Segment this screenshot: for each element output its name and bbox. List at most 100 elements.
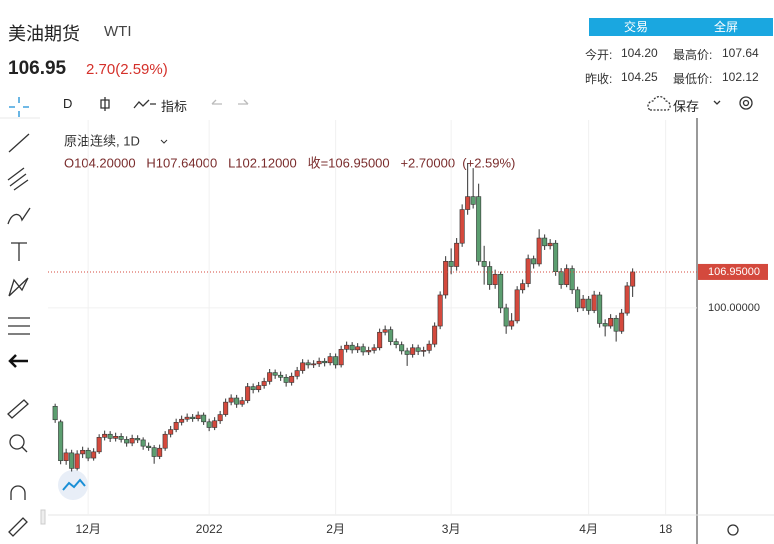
candle-body xyxy=(63,452,69,461)
candle-body xyxy=(124,439,130,444)
candle-body xyxy=(569,268,575,291)
candle-body xyxy=(421,350,427,352)
candle-body xyxy=(371,347,377,351)
candle-body xyxy=(102,433,108,438)
toolbar-icons xyxy=(100,95,753,111)
candle-body xyxy=(146,445,152,448)
candle-body xyxy=(206,421,212,428)
candle-body xyxy=(619,312,625,332)
symbol: WTI xyxy=(104,23,132,40)
lock-tool[interactable] xyxy=(8,517,28,537)
x-tick-label: 2022 xyxy=(196,522,223,536)
series-name: 原油连续, 1D xyxy=(64,133,140,148)
candle-body xyxy=(476,196,482,262)
candle-body xyxy=(393,341,399,345)
candle-body xyxy=(168,429,174,435)
candle-body xyxy=(448,261,454,267)
candle-body xyxy=(542,237,548,247)
candle-body xyxy=(520,283,526,291)
dropdown[interactable] xyxy=(713,100,721,105)
text-tool[interactable] xyxy=(11,242,27,261)
candle-body xyxy=(261,381,267,386)
candle-body xyxy=(454,242,460,267)
candle-body xyxy=(525,258,531,284)
trade-button[interactable]: 交易 xyxy=(589,18,683,36)
candle-body xyxy=(344,344,350,350)
line-tool[interactable] xyxy=(8,133,30,153)
fib-tool[interactable] xyxy=(7,167,29,191)
settings-icon[interactable] xyxy=(739,96,753,110)
indicator-icon[interactable] xyxy=(133,99,156,109)
interval[interactable]: D xyxy=(63,96,73,111)
candle-body xyxy=(432,325,438,345)
candle-body xyxy=(531,258,537,265)
candle-body xyxy=(481,261,487,267)
candle-body xyxy=(80,449,86,455)
back-tool[interactable] xyxy=(8,354,28,368)
price: 106.95 xyxy=(8,58,67,79)
candle-body xyxy=(564,268,570,285)
candle-body xyxy=(184,416,190,420)
magnet-tool[interactable] xyxy=(10,485,26,500)
last-price-label: 106.95000 xyxy=(708,266,760,278)
candle-body xyxy=(338,349,344,366)
measure-tool[interactable] xyxy=(8,317,30,335)
candle-body xyxy=(316,360,322,365)
axis-settings[interactable] xyxy=(727,524,739,536)
candle-body xyxy=(140,439,146,447)
candle-body xyxy=(283,376,289,383)
x-tick-label: 4月 xyxy=(579,522,598,536)
pattern-tool[interactable] xyxy=(8,277,29,297)
candle-body xyxy=(360,346,366,353)
brush-tool[interactable] xyxy=(7,207,31,225)
candles xyxy=(52,162,636,472)
undo-redo[interactable] xyxy=(211,99,249,105)
candle-body xyxy=(426,343,432,351)
candle-body xyxy=(267,372,273,382)
candle-body xyxy=(597,294,603,324)
stat-value: 102.12 xyxy=(722,70,759,84)
candle-body xyxy=(239,400,245,405)
candle-body xyxy=(129,438,135,444)
indicators[interactable]: 指标 xyxy=(161,99,188,114)
candle-body xyxy=(85,449,91,459)
candle-body xyxy=(558,271,564,285)
candle-body xyxy=(69,452,75,469)
candle-body xyxy=(415,347,421,352)
fullscreen-button[interactable]: 全屏 xyxy=(679,18,773,36)
candle-body xyxy=(52,405,58,421)
candle-body xyxy=(289,375,295,383)
candle-icon[interactable] xyxy=(100,97,110,111)
candle-body xyxy=(272,372,278,376)
ruler-tool[interactable] xyxy=(7,399,29,419)
candle-body xyxy=(135,438,141,441)
candle-body xyxy=(382,329,388,333)
crosshair-tool[interactable] xyxy=(9,97,29,117)
stat-value: 107.64 xyxy=(722,46,759,60)
stat-label: 最低价: xyxy=(673,72,713,86)
candle-body xyxy=(327,356,333,364)
save[interactable]: 保存 xyxy=(673,99,700,114)
candle-body xyxy=(223,401,229,415)
candle-body xyxy=(58,421,64,461)
zoom-tool[interactable] xyxy=(9,434,25,450)
candle-body xyxy=(591,294,597,311)
candle-body xyxy=(580,298,586,309)
candle-body xyxy=(602,323,608,327)
candle-body xyxy=(228,397,234,403)
candle-body xyxy=(613,317,619,332)
candle-body xyxy=(91,451,97,459)
candle-body xyxy=(608,317,614,327)
candle-body xyxy=(234,397,240,405)
stat-label: 昨收: xyxy=(585,72,613,86)
candle-body xyxy=(404,350,410,355)
candle-body xyxy=(217,414,223,422)
stat-value: 104.25 xyxy=(621,70,658,84)
cloud-icon[interactable] xyxy=(647,95,671,111)
x-tick-label: 2月 xyxy=(326,522,345,536)
candle-body xyxy=(74,453,80,469)
candle-body xyxy=(107,433,113,439)
candle-body xyxy=(212,420,218,428)
candle-body xyxy=(624,285,630,314)
